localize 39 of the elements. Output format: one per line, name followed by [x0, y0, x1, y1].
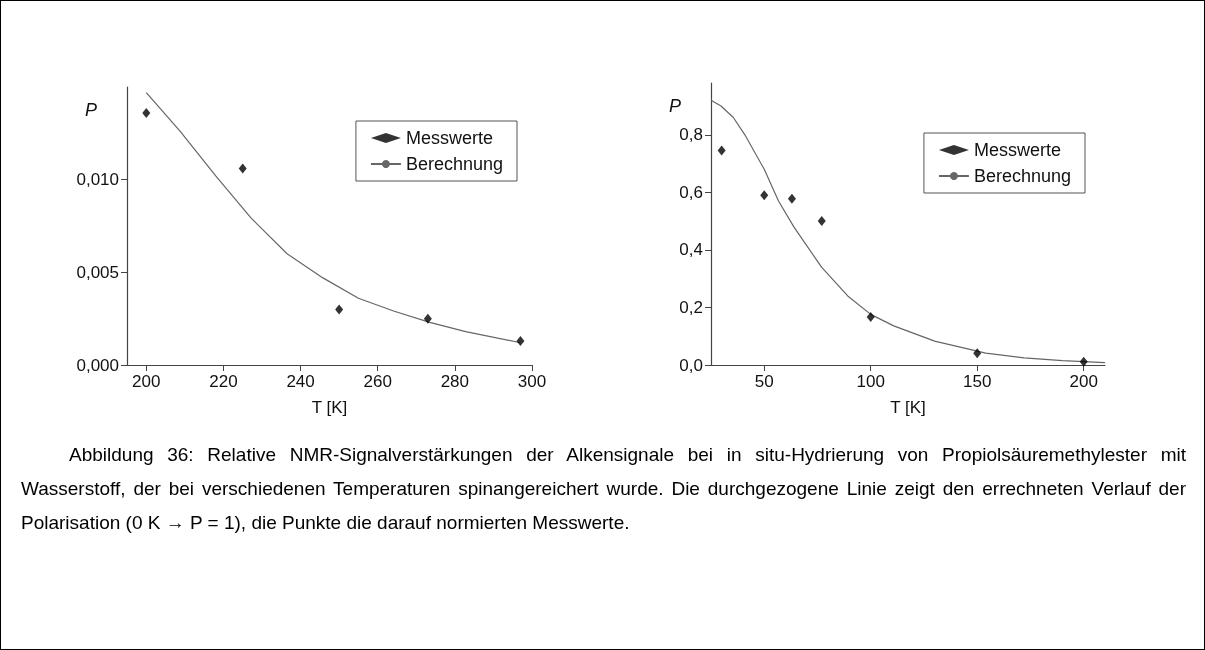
point [516, 335, 525, 346]
point [717, 145, 726, 156]
x-tick-label: 200 [1069, 372, 1098, 391]
x-tick-label: 280 [440, 372, 470, 391]
legend-label: Berechnung [405, 154, 503, 174]
x-axis-title: T [K] [311, 398, 348, 417]
point [817, 216, 826, 227]
y-tick-label: 0,000 [76, 355, 119, 375]
y-tick-label: 0,4 [679, 240, 703, 260]
point [973, 348, 982, 359]
legend-label: Messwerte [405, 128, 493, 148]
y-tick-label: 0,010 [76, 170, 119, 190]
y-tick-label: 0,2 [679, 297, 703, 317]
y-tick-label: 0,005 [76, 262, 119, 282]
x-tick-label: 240 [286, 372, 315, 391]
point [866, 311, 875, 322]
point [238, 163, 247, 174]
point [760, 190, 769, 201]
x-tick-label: 220 [209, 372, 238, 391]
legend-label: Messwerte [973, 140, 1061, 160]
y-axis-title: P [668, 96, 681, 116]
legend-label: Berechnung [973, 166, 1071, 186]
y-axis-title: P [84, 100, 97, 120]
point [787, 193, 796, 204]
x-tick-label: 200 [132, 372, 161, 391]
x-tick-label: 260 [363, 372, 392, 391]
y-tick-label: 0,0 [679, 355, 703, 375]
x-tick-label: 150 [963, 372, 992, 391]
point [142, 107, 151, 118]
text: Abbildung 36: Relative NMR-Signalverstärkungen der Alkensignale bei in situ-Hydrierung von Propiolsäuremethylester mit Wasserstoff, der bei verschiedenen Temperaturen spinangereichert wurde. Die durchgezogene Linie zeigt den errechneten Verlauf der Polarisation (0 K → P = 1), die Punkte die darauf normierten Messwerte. [21, 443, 1186, 535]
y-tick-label: 0,8 [679, 125, 703, 145]
y-tick-label: 0,6 [679, 182, 703, 202]
x-axis-title: T [K] [890, 398, 926, 417]
point [1079, 356, 1088, 367]
point [423, 313, 432, 324]
x-tick-label: 300 [517, 372, 547, 391]
x-tick-label: 100 [856, 372, 885, 391]
point [335, 304, 344, 315]
x-tick-label: 50 [754, 372, 774, 391]
